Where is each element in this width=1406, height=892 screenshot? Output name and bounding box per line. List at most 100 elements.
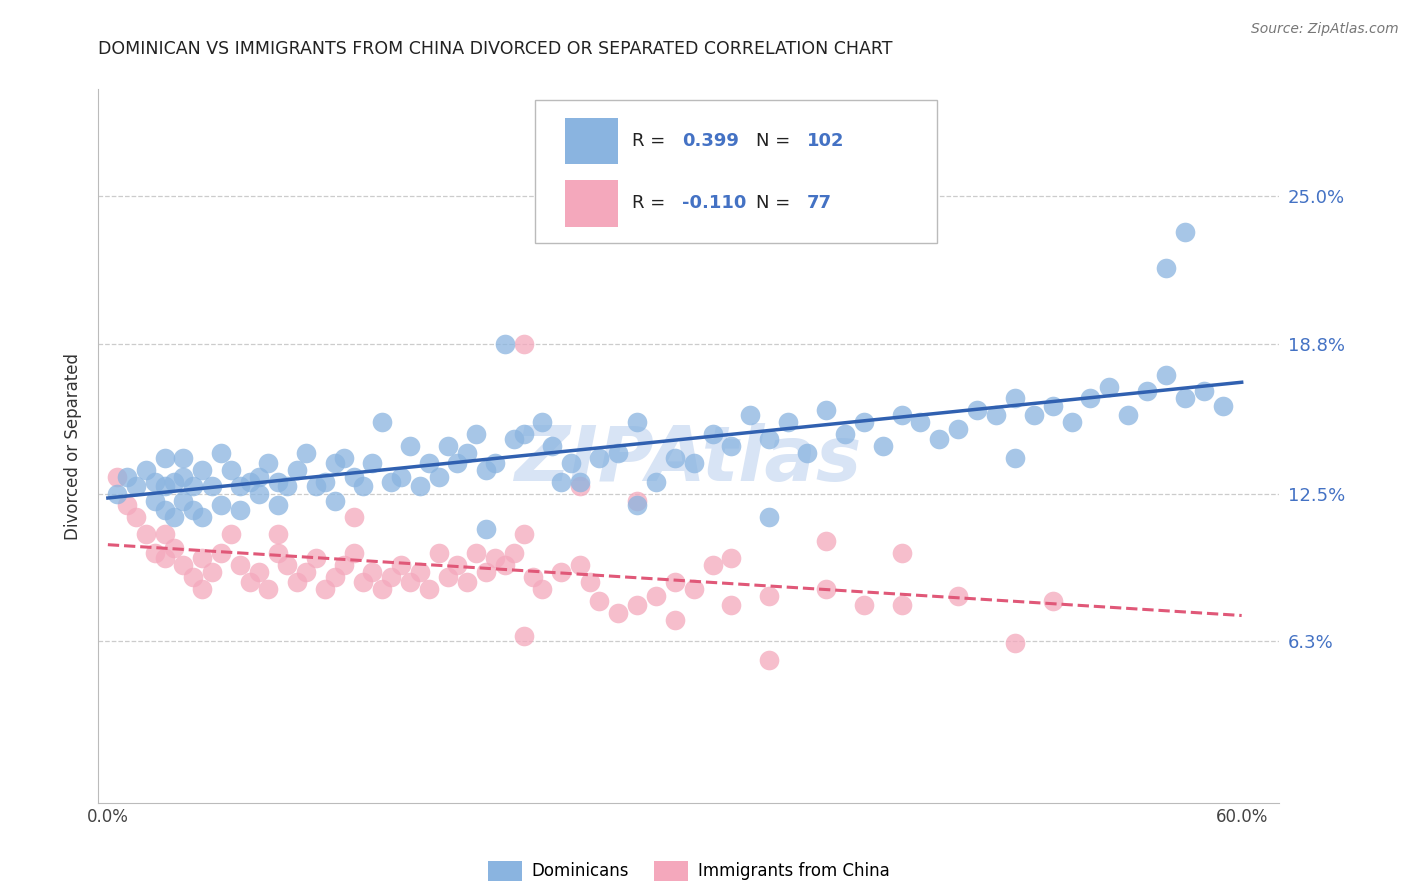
Point	[446, 456, 468, 470]
Point	[115, 470, 138, 484]
Point	[664, 613, 686, 627]
Point	[512, 336, 534, 351]
Text: R =: R =	[633, 194, 671, 212]
Point	[163, 541, 186, 556]
Point	[389, 470, 412, 484]
Point	[475, 463, 498, 477]
Point	[408, 565, 430, 579]
Point	[135, 527, 157, 541]
Point	[143, 475, 166, 489]
Text: -0.110: -0.110	[682, 194, 747, 212]
Point	[276, 558, 298, 572]
Point	[143, 493, 166, 508]
Point	[1174, 392, 1197, 406]
FancyBboxPatch shape	[565, 118, 619, 164]
Point	[115, 499, 138, 513]
Point	[778, 415, 800, 429]
Point	[229, 558, 252, 572]
Point	[267, 546, 290, 560]
Point	[181, 570, 204, 584]
Point	[342, 546, 364, 560]
Point	[1098, 379, 1121, 393]
Point	[984, 408, 1007, 422]
Point	[503, 546, 526, 560]
Point	[607, 446, 630, 460]
Point	[872, 439, 894, 453]
Point	[890, 546, 912, 560]
Point	[389, 558, 412, 572]
Point	[257, 456, 280, 470]
Point	[834, 427, 856, 442]
Point	[333, 450, 356, 465]
Point	[427, 470, 450, 484]
Point	[588, 593, 610, 607]
Point	[720, 599, 742, 613]
Point	[494, 558, 516, 572]
Point	[758, 432, 780, 446]
Point	[153, 527, 176, 541]
Point	[267, 475, 290, 489]
Point	[352, 574, 374, 589]
Text: R =: R =	[633, 132, 671, 150]
Point	[153, 550, 176, 565]
Point	[550, 475, 572, 489]
Point	[380, 475, 402, 489]
Point	[125, 510, 148, 524]
Point	[644, 475, 666, 489]
Point	[153, 450, 176, 465]
Point	[569, 475, 592, 489]
Point	[323, 570, 346, 584]
Point	[512, 629, 534, 643]
Point	[512, 527, 534, 541]
Point	[267, 527, 290, 541]
Point	[569, 479, 592, 493]
Point	[276, 479, 298, 493]
Point	[437, 439, 460, 453]
Point	[456, 574, 478, 589]
Point	[219, 527, 242, 541]
Text: 77: 77	[807, 194, 832, 212]
Point	[1154, 260, 1177, 275]
Point	[910, 415, 932, 429]
Point	[928, 432, 950, 446]
Point	[239, 574, 262, 589]
Point	[1004, 636, 1026, 650]
Point	[1174, 225, 1197, 239]
Point	[1192, 384, 1215, 399]
Point	[702, 558, 724, 572]
Point	[814, 582, 837, 596]
Point	[814, 534, 837, 549]
Point	[948, 422, 970, 436]
Point	[143, 546, 166, 560]
Point	[247, 565, 270, 579]
Point	[153, 479, 176, 493]
Point	[295, 565, 318, 579]
Point	[531, 415, 554, 429]
Point	[569, 558, 592, 572]
Point	[1154, 368, 1177, 382]
Point	[446, 558, 468, 572]
Point	[494, 336, 516, 351]
Point	[541, 439, 564, 453]
Point	[1042, 593, 1064, 607]
Text: N =: N =	[756, 194, 796, 212]
Point	[371, 582, 394, 596]
Point	[267, 499, 290, 513]
Point	[323, 493, 346, 508]
Point	[682, 582, 704, 596]
FancyBboxPatch shape	[536, 100, 936, 243]
Point	[740, 408, 762, 422]
Point	[181, 479, 204, 493]
Point	[484, 550, 506, 565]
Point	[163, 510, 186, 524]
Point	[285, 463, 308, 477]
Point	[191, 582, 214, 596]
Point	[758, 653, 780, 667]
Point	[427, 546, 450, 560]
Point	[550, 565, 572, 579]
Point	[966, 403, 988, 417]
Point	[1116, 408, 1139, 422]
Point	[484, 456, 506, 470]
Point	[209, 546, 232, 560]
Point	[522, 570, 544, 584]
